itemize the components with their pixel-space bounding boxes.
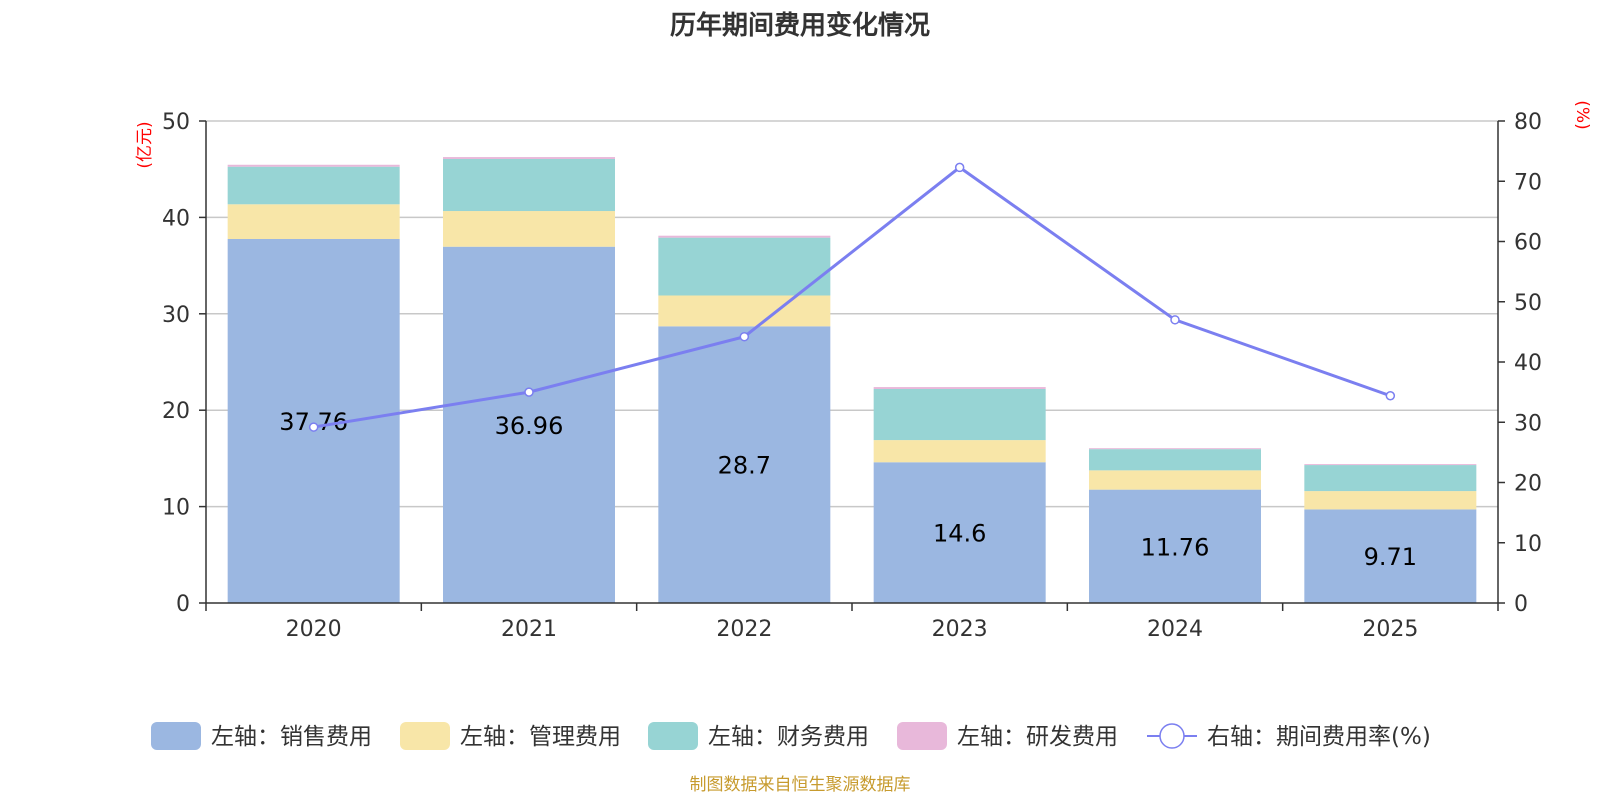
line-point — [1385, 390, 1396, 401]
left-axis-tick-label: 40 — [162, 206, 190, 231]
line-point — [524, 387, 534, 397]
left-axis-tick-label: 30 — [162, 303, 190, 328]
left-axis-tick-label: 20 — [162, 399, 190, 424]
x-axis-tick-label: 2021 — [501, 617, 557, 642]
bar-segment-s2-2025 — [1304, 465, 1477, 492]
x-axis-tick-label: 2020 — [286, 617, 342, 642]
bar-segment-s2-2022 — [658, 237, 831, 296]
legend: 左轴：销售费用 左轴：管理费用 左轴：财务费用 左轴：研发费用 右轴：期间费用率(%) — [151, 722, 1431, 750]
right-axis-tick-label: 60 — [1514, 231, 1542, 256]
bar-data-label: 14.6 — [933, 520, 986, 548]
bar-data-label: 11.76 — [1141, 533, 1210, 561]
line-point — [739, 331, 750, 342]
bar-segment-s3-2023 — [873, 387, 1046, 389]
legend-label: 左轴：管理费用 — [460, 724, 621, 750]
legend-label: 右轴：期间费用率(%) — [1207, 724, 1431, 750]
legend-label: 左轴：销售费用 — [211, 724, 372, 750]
right-axis-tick-label: 40 — [1514, 351, 1542, 376]
left-axis-tick-label: 50 — [162, 110, 190, 135]
bar-segment-s1-2021 — [443, 211, 615, 247]
legend-swatch — [151, 722, 201, 750]
bar-segment-s0-2023 — [873, 462, 1046, 603]
bar-segment-s0-2020 — [227, 238, 400, 604]
x-axis-tick-label: 2022 — [716, 617, 772, 642]
bar-segment-s3-2020 — [227, 164, 400, 167]
bar-data-label: 36.96 — [495, 412, 564, 440]
bar-segment-s0-2022 — [658, 326, 831, 603]
x-axis-tick-label: 2025 — [1362, 617, 1418, 642]
right-axis-tick-label: 0 — [1514, 592, 1528, 617]
legend-label: 左轴：财务费用 — [708, 724, 869, 750]
line-point — [1170, 315, 1180, 325]
expense-ratio-line — [313, 165, 1391, 429]
right-axis-tick-label: 30 — [1514, 411, 1542, 436]
right-axis-tick-label: 80 — [1514, 110, 1542, 135]
legend-label: 左轴：研发费用 — [957, 724, 1118, 750]
right-axis-tick-label: 70 — [1514, 170, 1542, 195]
bar-segment-s3-2025 — [1304, 464, 1477, 466]
left-axis-tick-label: 10 — [162, 496, 190, 521]
legend-swatch — [400, 722, 450, 750]
right-axis-unit: (%) — [1572, 100, 1592, 129]
bar-segment-s1-2020 — [227, 204, 400, 239]
bar-segment-s1-2022 — [658, 295, 831, 327]
legend-swatch — [648, 722, 698, 750]
axes: 0 10 20 30 40 50 0 10 20 30 40 50 60 70 80 2020 2021 2022… — [162, 110, 1542, 642]
line-point — [308, 422, 319, 432]
legend-swatch — [897, 722, 947, 750]
bar-segment-s3-2024 — [1089, 448, 1261, 450]
bar-segment-s3-2022 — [658, 235, 831, 238]
bar-data-label: 9.71 — [1364, 543, 1417, 571]
bar-segment-s1-2023 — [873, 440, 1046, 463]
x-axis-tick-label: 2024 — [1147, 617, 1203, 642]
bar-segment-s3-2021 — [443, 157, 615, 159]
bar-segment-s0-2021 — [443, 246, 615, 603]
line-series — [308, 162, 1396, 432]
line-point — [954, 162, 965, 173]
right-axis-tick-label: 20 — [1514, 472, 1542, 497]
right-axis-tick-label: 10 — [1514, 532, 1542, 557]
bar-segment-s1-2024 — [1089, 470, 1261, 490]
bar-series — [227, 157, 1477, 604]
x-axis-tick-label: 2023 — [932, 617, 988, 642]
grid-lines — [206, 120, 1498, 508]
left-axis-unit: (亿元) — [135, 121, 155, 168]
bar-segment-s2-2023 — [873, 388, 1046, 441]
bar-segment-s2-2020 — [227, 166, 400, 205]
bar-segment-s1-2025 — [1304, 491, 1477, 510]
legend-marker — [1159, 723, 1185, 749]
source-note: 制图数据来自恒生聚源数据库 — [690, 775, 911, 795]
bar-segment-s2-2021 — [443, 158, 615, 212]
right-axis-tick-label: 50 — [1514, 291, 1542, 316]
bar-segment-s2-2024 — [1089, 449, 1261, 471]
bar-data-label: 28.7 — [718, 452, 771, 480]
chart-title: 历年期间费用变化情况 — [670, 10, 930, 41]
left-axis-tick-label: 0 — [176, 592, 190, 617]
bar-segment-s0-2024 — [1089, 489, 1261, 603]
bar-segment-s0-2025 — [1304, 509, 1477, 603]
